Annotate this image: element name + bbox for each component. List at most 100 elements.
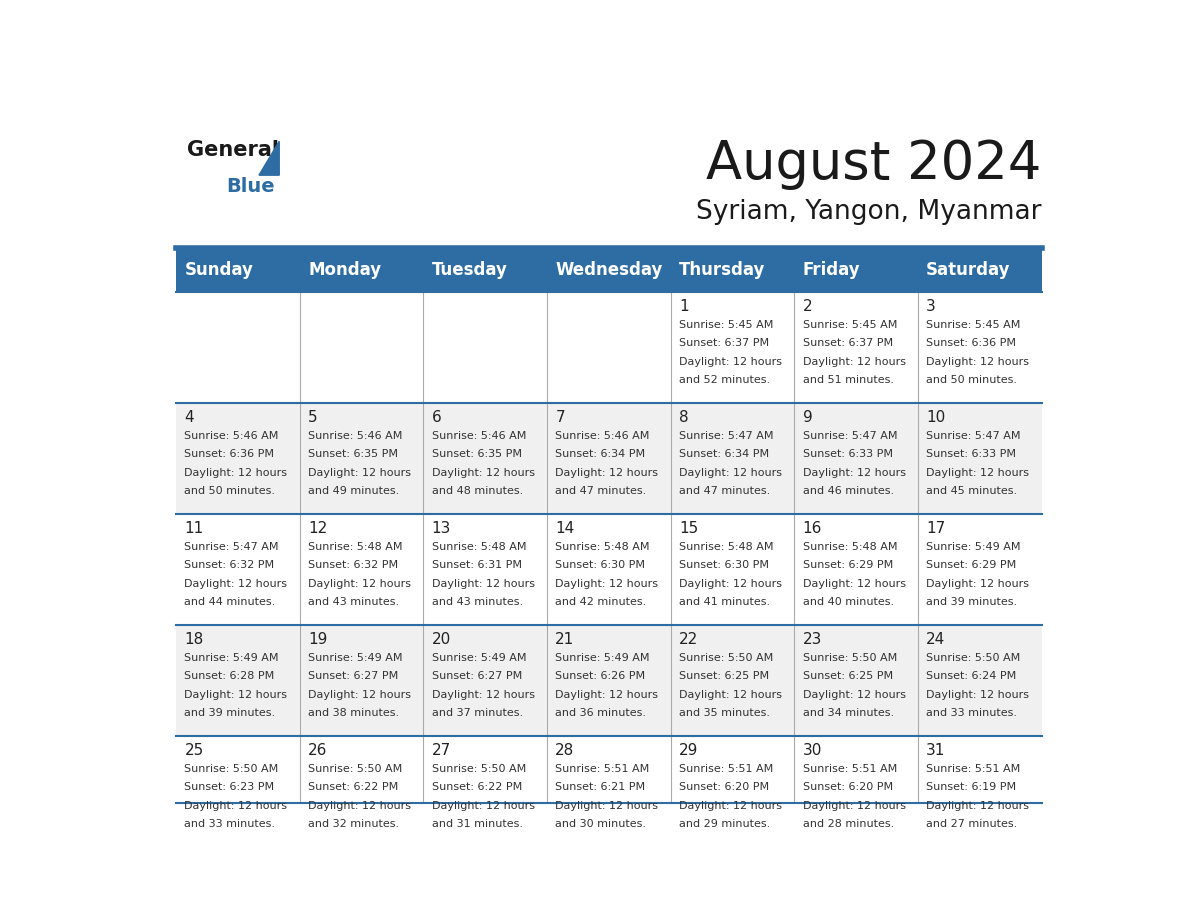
Text: 10: 10 — [927, 409, 946, 425]
Text: 11: 11 — [184, 521, 203, 536]
Text: 5: 5 — [308, 409, 317, 425]
Text: Sunrise: 5:48 AM: Sunrise: 5:48 AM — [431, 542, 526, 552]
Text: Daylight: 12 hours: Daylight: 12 hours — [680, 579, 782, 588]
Text: Daylight: 12 hours: Daylight: 12 hours — [308, 468, 411, 478]
Bar — [176, 292, 1042, 403]
Text: 13: 13 — [431, 521, 451, 536]
Text: and 47 minutes.: and 47 minutes. — [680, 487, 770, 497]
Text: and 33 minutes.: and 33 minutes. — [927, 708, 1017, 718]
Text: and 27 minutes.: and 27 minutes. — [927, 819, 1017, 829]
Text: Sunrise: 5:51 AM: Sunrise: 5:51 AM — [803, 764, 897, 774]
Text: Sunset: 6:37 PM: Sunset: 6:37 PM — [803, 339, 892, 349]
Text: Sunrise: 5:45 AM: Sunrise: 5:45 AM — [680, 320, 773, 330]
Text: and 44 minutes.: and 44 minutes. — [184, 598, 276, 607]
Text: and 29 minutes.: and 29 minutes. — [680, 819, 770, 829]
Text: Daylight: 12 hours: Daylight: 12 hours — [803, 579, 905, 588]
Text: and 50 minutes.: and 50 minutes. — [184, 487, 276, 497]
Text: Sunrise: 5:51 AM: Sunrise: 5:51 AM — [555, 764, 650, 774]
Text: 31: 31 — [927, 743, 946, 757]
Text: 16: 16 — [803, 521, 822, 536]
Text: 27: 27 — [431, 743, 451, 757]
Bar — [176, 514, 1042, 625]
Text: and 39 minutes.: and 39 minutes. — [184, 708, 276, 718]
Text: Sunset: 6:27 PM: Sunset: 6:27 PM — [308, 671, 398, 681]
Text: Sunset: 6:29 PM: Sunset: 6:29 PM — [803, 560, 893, 570]
Text: Sunrise: 5:50 AM: Sunrise: 5:50 AM — [308, 764, 403, 774]
Text: 22: 22 — [680, 632, 699, 647]
Text: Sunset: 6:27 PM: Sunset: 6:27 PM — [431, 671, 522, 681]
Text: Sunset: 6:19 PM: Sunset: 6:19 PM — [927, 782, 1017, 792]
Text: Daylight: 12 hours: Daylight: 12 hours — [927, 468, 1029, 478]
Text: Sunrise: 5:48 AM: Sunrise: 5:48 AM — [555, 542, 650, 552]
Text: Blue: Blue — [226, 176, 274, 196]
Text: and 36 minutes.: and 36 minutes. — [555, 708, 646, 718]
Text: Sunrise: 5:46 AM: Sunrise: 5:46 AM — [308, 431, 403, 441]
Text: Sunset: 6:32 PM: Sunset: 6:32 PM — [184, 560, 274, 570]
Text: 25: 25 — [184, 743, 203, 757]
Text: and 45 minutes.: and 45 minutes. — [927, 487, 1017, 497]
Text: and 50 minutes.: and 50 minutes. — [927, 375, 1017, 386]
Text: Sunset: 6:35 PM: Sunset: 6:35 PM — [431, 450, 522, 459]
Text: 30: 30 — [803, 743, 822, 757]
Text: Sunrise: 5:51 AM: Sunrise: 5:51 AM — [927, 764, 1020, 774]
Text: Sunset: 6:32 PM: Sunset: 6:32 PM — [308, 560, 398, 570]
Text: Sunset: 6:20 PM: Sunset: 6:20 PM — [680, 782, 769, 792]
Text: and 28 minutes.: and 28 minutes. — [803, 819, 893, 829]
Text: Daylight: 12 hours: Daylight: 12 hours — [555, 800, 658, 811]
Text: and 41 minutes.: and 41 minutes. — [680, 598, 770, 607]
Text: Sunset: 6:30 PM: Sunset: 6:30 PM — [680, 560, 769, 570]
Text: Sunset: 6:20 PM: Sunset: 6:20 PM — [803, 782, 892, 792]
Text: and 33 minutes.: and 33 minutes. — [184, 819, 276, 829]
Text: Sunrise: 5:46 AM: Sunrise: 5:46 AM — [555, 431, 650, 441]
Text: Daylight: 12 hours: Daylight: 12 hours — [184, 689, 287, 700]
Text: Daylight: 12 hours: Daylight: 12 hours — [803, 689, 905, 700]
Text: and 48 minutes.: and 48 minutes. — [431, 487, 523, 497]
Text: 26: 26 — [308, 743, 328, 757]
Text: Sunset: 6:22 PM: Sunset: 6:22 PM — [431, 782, 522, 792]
Text: and 35 minutes.: and 35 minutes. — [680, 708, 770, 718]
Text: Daylight: 12 hours: Daylight: 12 hours — [431, 800, 535, 811]
Text: Daylight: 12 hours: Daylight: 12 hours — [803, 800, 905, 811]
Text: 6: 6 — [431, 409, 442, 425]
Text: and 46 minutes.: and 46 minutes. — [803, 487, 893, 497]
Text: and 52 minutes.: and 52 minutes. — [680, 375, 770, 386]
Text: Sunrise: 5:48 AM: Sunrise: 5:48 AM — [803, 542, 897, 552]
Text: Daylight: 12 hours: Daylight: 12 hours — [308, 800, 411, 811]
Text: 24: 24 — [927, 632, 946, 647]
Text: Sunset: 6:34 PM: Sunset: 6:34 PM — [555, 450, 645, 459]
Text: 29: 29 — [680, 743, 699, 757]
Text: Sunday: Sunday — [184, 261, 253, 279]
Text: and 43 minutes.: and 43 minutes. — [308, 598, 399, 607]
Text: and 49 minutes.: and 49 minutes. — [308, 487, 399, 497]
Text: Sunrise: 5:49 AM: Sunrise: 5:49 AM — [555, 653, 650, 663]
Text: Sunrise: 5:47 AM: Sunrise: 5:47 AM — [927, 431, 1020, 441]
Polygon shape — [259, 141, 279, 175]
Text: and 37 minutes.: and 37 minutes. — [431, 708, 523, 718]
Text: Sunrise: 5:48 AM: Sunrise: 5:48 AM — [680, 542, 773, 552]
Text: Sunrise: 5:48 AM: Sunrise: 5:48 AM — [308, 542, 403, 552]
Text: 20: 20 — [431, 632, 451, 647]
Text: Sunset: 6:29 PM: Sunset: 6:29 PM — [927, 560, 1017, 570]
Text: 3: 3 — [927, 299, 936, 314]
Text: Sunset: 6:24 PM: Sunset: 6:24 PM — [927, 671, 1017, 681]
Text: and 34 minutes.: and 34 minutes. — [803, 708, 893, 718]
Text: 8: 8 — [680, 409, 689, 425]
Text: Daylight: 12 hours: Daylight: 12 hours — [803, 468, 905, 478]
Text: Daylight: 12 hours: Daylight: 12 hours — [680, 689, 782, 700]
Text: Sunset: 6:35 PM: Sunset: 6:35 PM — [308, 450, 398, 459]
Text: 2: 2 — [803, 299, 813, 314]
Text: Sunset: 6:21 PM: Sunset: 6:21 PM — [555, 782, 645, 792]
Text: Sunset: 6:30 PM: Sunset: 6:30 PM — [555, 560, 645, 570]
Text: Sunrise: 5:47 AM: Sunrise: 5:47 AM — [803, 431, 897, 441]
Text: and 30 minutes.: and 30 minutes. — [555, 819, 646, 829]
Text: 19: 19 — [308, 632, 328, 647]
Text: Sunset: 6:31 PM: Sunset: 6:31 PM — [431, 560, 522, 570]
Text: General: General — [188, 140, 279, 160]
Text: Syriam, Yangon, Myanmar: Syriam, Yangon, Myanmar — [696, 198, 1042, 225]
Text: Sunrise: 5:46 AM: Sunrise: 5:46 AM — [431, 431, 526, 441]
Text: Sunrise: 5:45 AM: Sunrise: 5:45 AM — [927, 320, 1020, 330]
Text: Sunrise: 5:50 AM: Sunrise: 5:50 AM — [927, 653, 1020, 663]
Text: and 43 minutes.: and 43 minutes. — [431, 598, 523, 607]
Text: 18: 18 — [184, 632, 203, 647]
Text: Sunrise: 5:47 AM: Sunrise: 5:47 AM — [680, 431, 773, 441]
